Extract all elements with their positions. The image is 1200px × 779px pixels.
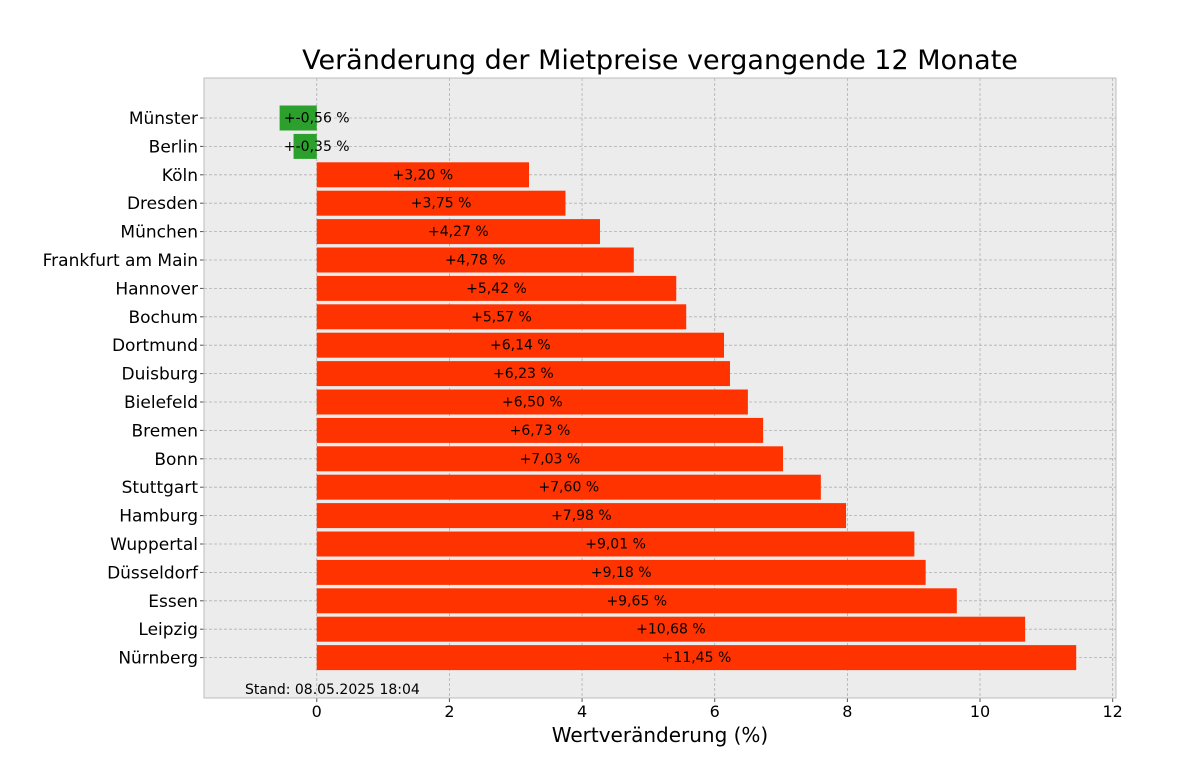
bar-value-label: +11,45 %	[662, 650, 732, 666]
bar	[316, 190, 566, 216]
x-axis-tick-labels: 0 2 4 6 8 10 12	[312, 698, 1123, 721]
bar-value-label: +10,68 %	[636, 622, 706, 638]
x-tick-label: 4	[577, 702, 587, 721]
y-tick-label: Berlin	[149, 137, 198, 157]
bar	[316, 247, 634, 273]
x-tick-label: 12	[1103, 702, 1123, 721]
bar	[316, 275, 677, 301]
bar	[316, 417, 764, 443]
bar-value-label: +-0,56 %	[284, 111, 350, 127]
bar	[293, 133, 317, 159]
bar	[316, 219, 600, 245]
bar-value-label: +9,01 %	[585, 537, 646, 553]
bar-value-label: +9,65 %	[606, 593, 667, 609]
y-tick-label: Bochum	[128, 308, 198, 328]
bar-value-label: +-0,35 %	[284, 139, 350, 155]
bar	[316, 332, 725, 358]
timestamp-note: Stand: 08.05.2025 18:04	[245, 682, 420, 698]
x-tick-label: 0	[312, 702, 322, 721]
y-tick-label: Leipzig	[138, 620, 198, 640]
bar	[316, 645, 1077, 671]
bar	[316, 503, 847, 529]
bar	[316, 559, 926, 585]
y-tick-label: München	[120, 223, 198, 243]
y-tick-label: Dresden	[127, 194, 198, 214]
plot-frame	[203, 77, 1117, 699]
bar-value-label: +6,14 %	[490, 338, 551, 354]
x-tick-label: 8	[842, 702, 852, 721]
x-tick-label: 10	[970, 702, 990, 721]
y-tick-label: Münster	[129, 109, 198, 129]
bar	[316, 531, 915, 557]
y-tick-label: Bielefeld	[124, 393, 198, 413]
bar	[316, 361, 730, 387]
bar-value-label: +6,73 %	[510, 423, 571, 439]
bar	[316, 588, 957, 614]
y-tick-label: Düsseldorf	[107, 563, 199, 583]
y-tick-label: Hannover	[115, 279, 198, 299]
bar-value-label: +6,23 %	[493, 366, 554, 382]
bar-value-label: +7,03 %	[520, 451, 581, 467]
y-axis-tick-labels: Münster Berlin Köln Dresden München Frankfurt…	[43, 109, 204, 669]
bar	[316, 616, 1026, 642]
y-tick-label: Köln	[162, 166, 198, 186]
bar-value-label: +3,75 %	[411, 196, 472, 212]
y-tick-label: Wuppertal	[110, 535, 198, 555]
bar-value-label: +6,50 %	[502, 395, 563, 411]
y-tick-label: Hamburg	[119, 507, 198, 527]
x-tick-label: 2	[444, 702, 454, 721]
bar-value-label: +4,78 %	[445, 253, 506, 269]
y-tick-label: Stuttgart	[122, 478, 199, 498]
bar	[316, 389, 748, 415]
bar-value-label: +5,57 %	[471, 309, 532, 325]
chart-title: Veränderung der Mietpreise vergangende 1…	[302, 45, 1018, 76]
bar-value-label: +3,20 %	[393, 167, 454, 183]
bar-value-label: +7,60 %	[538, 480, 599, 496]
y-tick-label: Dortmund	[112, 336, 198, 356]
y-tick-label: Frankfurt am Main	[43, 251, 198, 271]
bar-value-labels: +-0,56 % +-0,35 % +3,20 % +3,75 % +4,27 % +4,…	[284, 111, 731, 667]
bar-value-label: +7,98 %	[551, 508, 612, 524]
y-tick-label: Bremen	[131, 421, 198, 441]
y-tick-label: Duisburg	[122, 365, 199, 385]
bar	[316, 446, 784, 472]
bar-value-label: +9,18 %	[591, 565, 652, 581]
bar	[316, 162, 530, 188]
bar	[316, 474, 821, 500]
bars	[279, 105, 1077, 671]
x-axis-label: Wertveränderung (%)	[552, 723, 769, 747]
bar-value-label: +4,27 %	[428, 224, 489, 240]
bar	[316, 304, 687, 330]
bar-value-label: +5,42 %	[466, 281, 527, 297]
x-tick-label: 6	[710, 702, 720, 721]
bar	[279, 105, 317, 131]
y-tick-label: Essen	[148, 592, 198, 612]
y-tick-label: Bonn	[154, 450, 198, 470]
y-tick-label: Nürnberg	[118, 649, 198, 669]
